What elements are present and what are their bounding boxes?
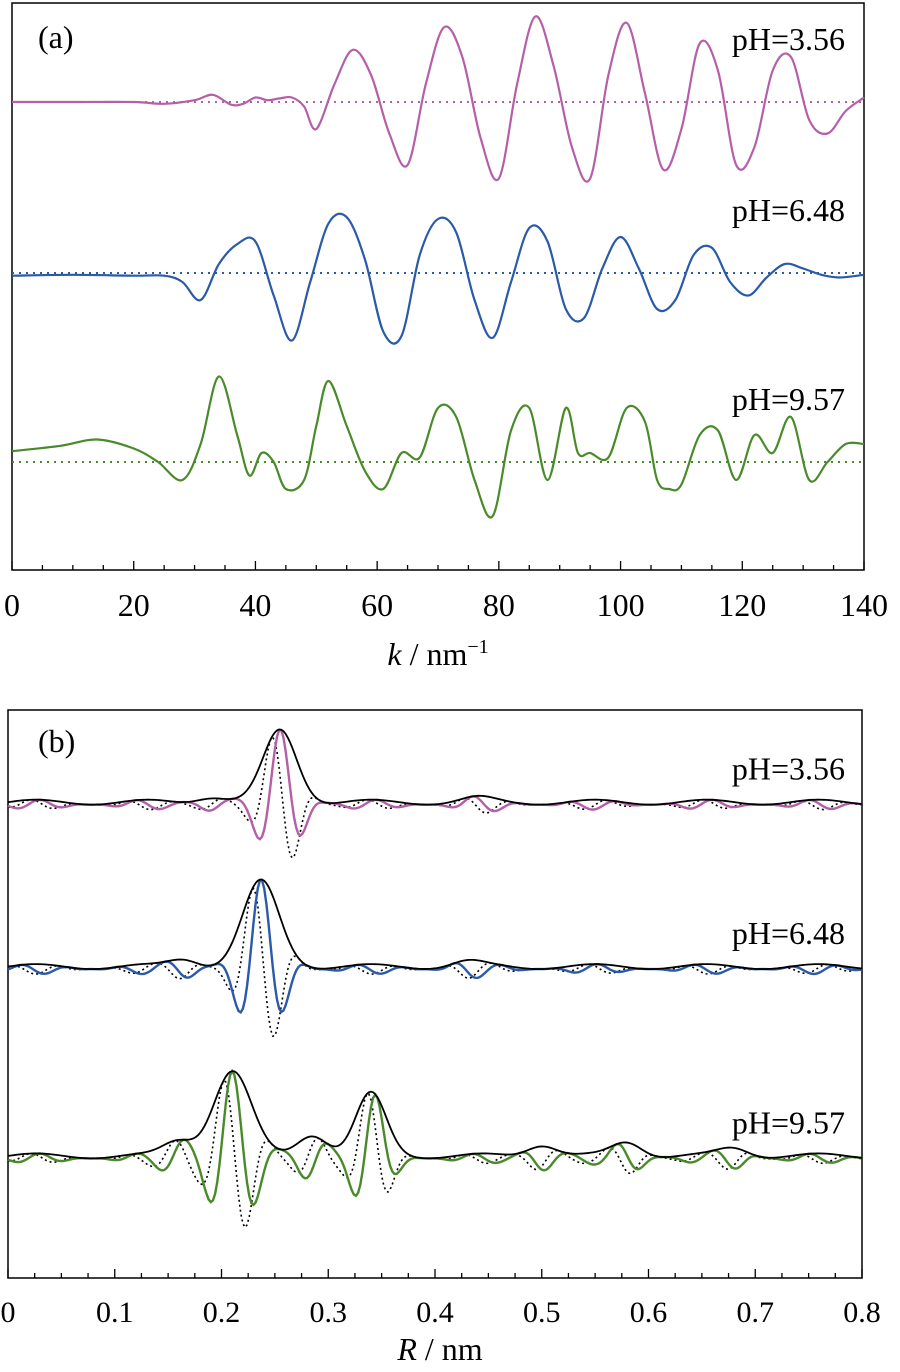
panel-b-tick-label-0: 0 <box>1 1296 16 1329</box>
panel-b-tick-label-1: 0.1 <box>96 1296 134 1329</box>
panel-b-magnitude-0 <box>7 728 863 806</box>
panel-a-series-2 <box>11 375 865 519</box>
panel-a-tick-label-5: 100 <box>597 587 645 623</box>
panel-a-series-label-1: pH=6.48 <box>732 192 845 228</box>
panel-b-label: (b) <box>38 723 75 759</box>
panel-a-tick-label-0: 0 <box>4 587 20 623</box>
panel-a-ticks: 0 20 40 60 80 100 120 140 <box>4 561 888 623</box>
panel-b-xlabel: R / nm <box>396 1331 482 1367</box>
panel-b-ticks: 0 0.1 0.2 0.3 0.4 0.5 0.6 0.7 0.8 <box>1 1269 881 1329</box>
panel-a-tick-label-7: 140 <box>840 587 888 623</box>
panel-a-tick-label-3: 60 <box>361 587 393 623</box>
panel-b-series-label-0: pH=3.56 <box>732 751 845 787</box>
panel-b-imag-1 <box>7 886 863 1038</box>
panel-a-tick-label-4: 80 <box>483 587 515 623</box>
panel-a-frame <box>11 2 865 571</box>
panel-a-curves <box>11 15 865 519</box>
panel-a-xlabel-unit: / nm <box>402 636 468 672</box>
panel-b-magnitude-1 <box>7 878 863 970</box>
panel-b-series-label-1: pH=6.48 <box>732 915 845 951</box>
panel-b-tick-label-6: 0.6 <box>630 1296 668 1329</box>
panel-a-tick-label-6: 120 <box>718 587 766 623</box>
panel-b-frame <box>7 709 863 1279</box>
panel-b: (b) 0 0.1 0.2 0.3 0.4 0.5 0.6 0.7 0.8 pH=3.56pH=… <box>1 709 881 1367</box>
panel-a: (a) 0 20 40 60 80 100 120 140 pH=3.56pH=6.48pH=… <box>4 2 888 672</box>
panel-b-real-1 <box>7 879 863 1015</box>
panel-b-tick-label-7: 0.7 <box>737 1296 775 1329</box>
panel-a-series-1 <box>11 212 865 345</box>
panel-b-tick-label-2: 0.2 <box>203 1296 241 1329</box>
panel-b-xlabel-var: R <box>396 1331 417 1367</box>
panel-a-label: (a) <box>38 19 74 55</box>
panel-a-tick-label-1: 20 <box>118 587 150 623</box>
panel-b-curves <box>7 728 863 1229</box>
panel-b-tick-label-5: 0.5 <box>523 1296 561 1329</box>
panel-a-series-0 <box>12 15 865 183</box>
panel-b-series-labels: pH=3.56 pH=6.48 pH=9.57 <box>732 751 845 1141</box>
panel-b-tick-label-4: 0.4 <box>416 1296 454 1329</box>
panel-a-xlabel-var: k <box>387 636 402 672</box>
panel-a-series-label-2: pH=9.57 <box>732 381 845 417</box>
panel-b-tick-label-3: 0.3 <box>310 1296 348 1329</box>
panel-a-series-label-0: pH=3.56 <box>732 21 845 57</box>
panel-a-series-labels: pH=3.56 pH=6.48 pH=9.57 <box>732 21 845 417</box>
panel-b-series-label-2: pH=9.57 <box>732 1104 845 1140</box>
panel-a-tick-label-2: 40 <box>239 587 271 623</box>
panel-a-xlabel: k / nm−1 <box>387 636 488 672</box>
panel-b-magnitude-2 <box>7 1070 863 1160</box>
panel-b-xlabel-unit: / nm <box>417 1331 483 1367</box>
panel-a-xlabel-exp: −1 <box>467 636 488 658</box>
panel-b-tick-label-8: 0.8 <box>843 1296 881 1329</box>
